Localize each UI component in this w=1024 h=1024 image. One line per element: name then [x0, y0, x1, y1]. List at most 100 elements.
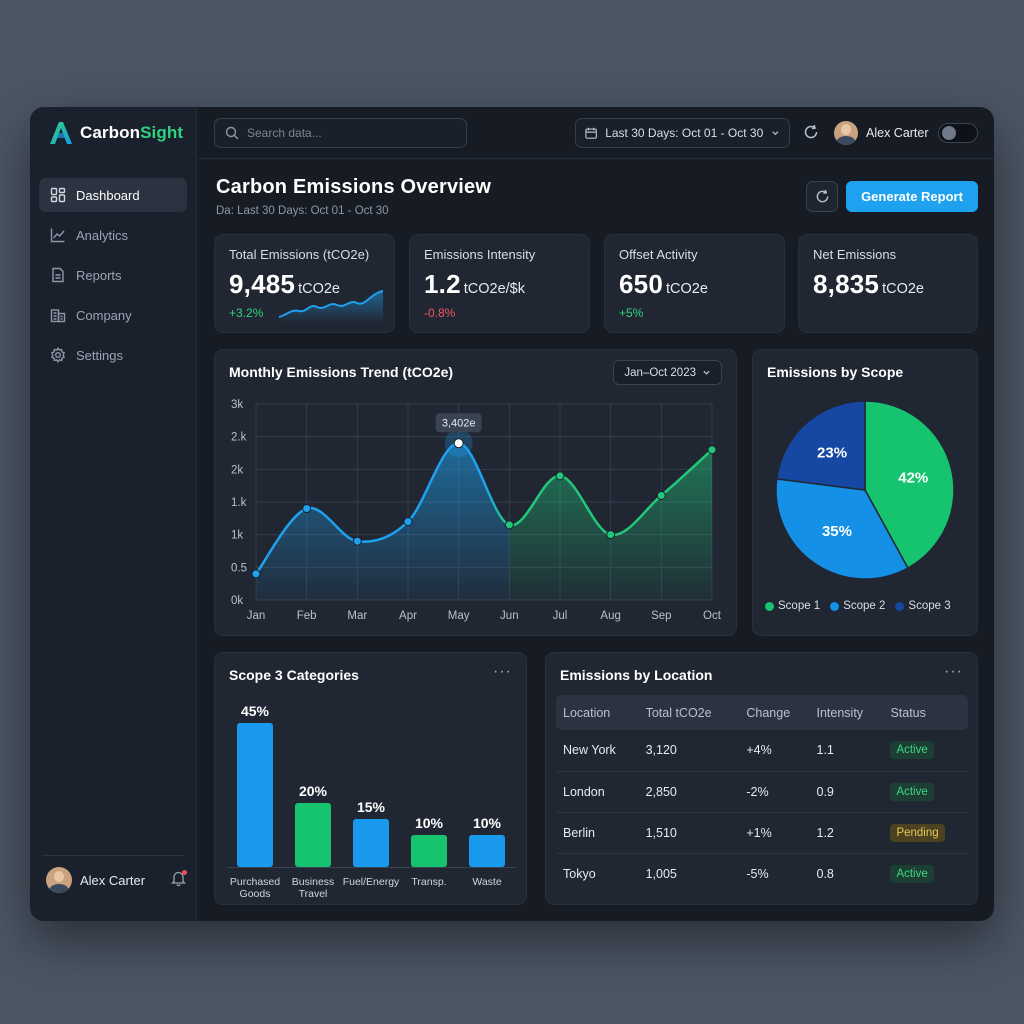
scope3-title: Scope 3 Categories	[229, 667, 359, 683]
table-row[interactable]: London 2,850 -2% 0.9 Active	[556, 771, 968, 813]
kpi-card-emissions-intensity: Emissions Intensity 1.2 tCO2e/$k -0.8%	[409, 234, 590, 333]
data-point	[504, 520, 514, 530]
y-tick-label: 0.5	[231, 562, 247, 574]
notifications-button[interactable]	[170, 869, 187, 891]
page-title: Carbon Emissions Overview	[216, 176, 492, 198]
sidebar-item-reports[interactable]: Reports	[39, 258, 187, 292]
app-logo[interactable]: CarbonSight	[48, 121, 183, 145]
sidebar-divider	[42, 855, 185, 856]
bar-data-label: 20%	[299, 783, 328, 799]
sidebar-item-dashboard[interactable]: Dashboard	[39, 178, 187, 212]
avatar[interactable]	[46, 867, 72, 893]
sidebar-item-settings[interactable]: Settings	[39, 338, 187, 372]
status-cell: Pending	[883, 812, 968, 854]
date-range-label: Last 30 Days: Oct 01 - Oct 30	[605, 126, 764, 140]
refresh-button[interactable]	[803, 124, 819, 145]
kpi-value: 650 tCO2e	[619, 269, 708, 299]
page-subtitle: Da: Last 30 Days: Oct 01 - Oct 30	[216, 205, 389, 217]
x-tick-label: Jul	[553, 610, 568, 622]
x-tick-label: Mar	[347, 610, 367, 622]
pie-data-label: 42%	[898, 470, 928, 487]
bar	[237, 723, 273, 867]
bar-category-label: Waste	[472, 876, 502, 888]
y-tick-label: 2k	[231, 464, 243, 476]
status-cell: Active	[883, 853, 968, 894]
status-badge: Active	[890, 864, 934, 883]
chevron-down-icon	[703, 370, 710, 375]
status-cell: Active	[883, 730, 968, 772]
table-header-row: Location Total tCO2e Change Intensity St…	[556, 695, 968, 730]
bell-icon	[170, 871, 187, 886]
scope3-card: Scope 3 Categories ··· 45% Purchased Goods…	[214, 652, 527, 905]
x-tick-label: Apr	[399, 610, 417, 622]
search-input[interactable]	[247, 126, 447, 140]
more-options-button[interactable]: ···	[944, 663, 963, 680]
status-badge: Pending	[890, 823, 945, 842]
app-name: CarbonSight	[80, 123, 184, 142]
kpi-value: 1.2 tCO2e/$k	[424, 269, 525, 299]
sidebar-item-label: Dashboard	[76, 187, 140, 203]
sidebar: CarbonSight Dashboard Analytics	[30, 107, 197, 921]
legend-label: Scope 2	[843, 600, 886, 612]
table-row[interactable]: Tokyo 1,005 -5% 0.8 Active	[556, 853, 968, 894]
more-options-button[interactable]: ···	[493, 663, 512, 680]
kpi-value: 9,485 tCO2e	[229, 269, 340, 299]
pie-slice	[864, 400, 955, 570]
pie-slice	[775, 400, 866, 491]
bar	[353, 819, 389, 867]
scope-chart-card: Emissions by Scope 42% 35% 23% Scope 1 Scop…	[752, 349, 978, 636]
kpi-label: Net Emissions	[813, 247, 897, 262]
location-cell: London	[556, 771, 639, 813]
bar-category-label: Business	[292, 876, 335, 888]
column-header[interactable]: Status	[883, 695, 968, 730]
toggle-knob	[942, 126, 956, 140]
change-cell: +4%	[739, 730, 810, 772]
avatar[interactable]	[834, 121, 858, 145]
data-point	[453, 438, 464, 449]
data-point	[656, 490, 666, 500]
x-tick-label: Aug	[600, 610, 620, 622]
refresh-icon	[816, 189, 828, 203]
pie-slice	[775, 478, 909, 580]
refresh-data-button[interactable]	[806, 181, 838, 212]
tooltip-label: 3,402e	[442, 418, 476, 430]
trend-chart-title: Monthly Emissions Trend (tCO2e)	[229, 364, 454, 380]
column-header[interactable]: Total tCO2e	[638, 695, 740, 730]
bar	[295, 803, 331, 867]
column-header[interactable]: Location	[556, 695, 639, 730]
kpi-label: Emissions Intensity	[424, 247, 536, 262]
status-cell: Active	[883, 771, 968, 813]
trend-chart-card: Monthly Emissions Trend (tCO2e) Jan–Oct …	[214, 349, 737, 636]
sidebar-item-company[interactable]: Company	[39, 298, 187, 332]
kpi-card-offset-activity: Offset Activity 650 tCO2e +5%	[604, 234, 785, 333]
bar-data-label: 45%	[241, 703, 270, 719]
sidebar-item-analytics[interactable]: Analytics	[39, 218, 187, 252]
x-tick-label: Sep	[651, 610, 671, 622]
data-point	[352, 536, 362, 546]
table-row[interactable]: New York 3,120 +4% 1.1 Active	[556, 730, 968, 772]
location-cell: Berlin	[556, 812, 639, 854]
settings-icon	[50, 347, 66, 363]
user-menu[interactable]: Alex Carter	[834, 121, 929, 145]
sidebar-item-label: Settings	[76, 347, 123, 363]
data-point	[555, 471, 565, 481]
search-box[interactable]	[214, 118, 467, 148]
series-area	[256, 443, 510, 600]
topbar: Last 30 Days: Oct 01 - Oct 30 Alex Carte…	[198, 107, 994, 159]
date-range-picker[interactable]: Last 30 Days: Oct 01 - Oct 30	[575, 118, 790, 148]
intensity-cell: 0.9	[809, 771, 884, 813]
legend-item: Scope 2	[830, 600, 885, 612]
sidebar-item-label: Company	[76, 307, 132, 323]
column-header[interactable]: Change	[739, 695, 810, 730]
data-point	[403, 517, 413, 527]
theme-toggle[interactable]	[938, 123, 978, 143]
table-row[interactable]: Berlin 1,510 +1% 1.2 Pending	[556, 812, 968, 854]
column-header[interactable]: Intensity	[809, 695, 884, 730]
calendar-icon	[585, 127, 597, 139]
total-cell: 1,005	[645, 866, 677, 881]
generate-report-button[interactable]: Generate Report	[846, 181, 978, 212]
sidebar-user[interactable]: Alex Carter	[46, 867, 187, 893]
kpi-change: -0.8%	[424, 306, 456, 320]
location-table: Location Total tCO2e Change Intensity St…	[556, 695, 968, 894]
trend-range-select[interactable]: Jan–Oct 2023	[613, 360, 722, 385]
